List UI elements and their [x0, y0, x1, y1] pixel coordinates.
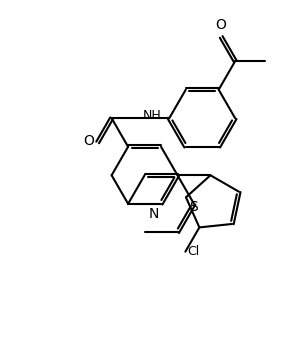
Text: NH: NH [142, 109, 161, 122]
Text: S: S [190, 199, 198, 214]
Text: O: O [216, 18, 227, 32]
Text: O: O [83, 134, 94, 148]
Text: N: N [148, 207, 159, 221]
Text: Cl: Cl [188, 245, 200, 258]
